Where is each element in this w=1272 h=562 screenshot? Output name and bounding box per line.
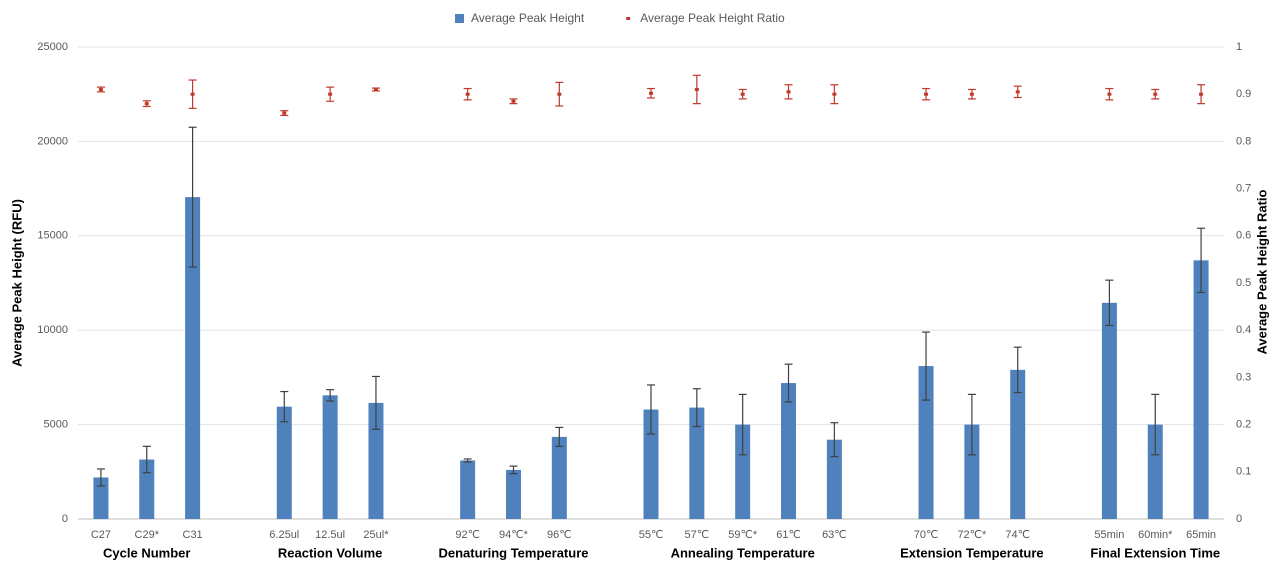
x-tick-label: 57℃ <box>685 529 710 541</box>
y2-tick-label: 0.3 <box>1236 371 1251 383</box>
ratio-point <box>1199 92 1204 96</box>
x-tick-label: 74℃ <box>1005 529 1030 541</box>
ratio-point <box>465 92 470 96</box>
y2-axis-title: Average Peak Height Ratio <box>1254 189 1269 354</box>
bar <box>93 477 109 519</box>
bar <box>1193 260 1209 519</box>
bar <box>322 395 338 519</box>
bar <box>643 409 659 519</box>
bar <box>689 407 705 519</box>
x-tick-label: 12.5ul <box>315 529 345 541</box>
x-tick-label: 60min* <box>1138 529 1173 541</box>
bar <box>781 383 797 519</box>
ratio-point <box>557 92 562 96</box>
ratio-point <box>1015 90 1020 94</box>
bar <box>918 366 934 519</box>
y2-tick-label: 0.1 <box>1236 466 1251 478</box>
x-tick-label: 55℃ <box>639 529 664 541</box>
ratio-point <box>969 92 974 96</box>
ratio-point <box>649 91 653 95</box>
y2-tick-label: 0 <box>1236 513 1242 525</box>
y-axis-title: Average Peak Height (RFU) <box>9 199 24 367</box>
y-tick-label: 15000 <box>37 230 68 242</box>
x-tick-label: 72℃* <box>957 529 987 541</box>
ratio-point <box>328 92 333 96</box>
ratio-point <box>694 87 699 91</box>
x-tick-label: C31 <box>183 529 203 541</box>
ratio-point <box>740 92 745 96</box>
y2-tick-label: 0.9 <box>1236 88 1251 100</box>
bar <box>276 406 292 519</box>
x-tick-label: 61℃ <box>776 529 801 541</box>
y-tick-label: 25000 <box>37 41 68 53</box>
bar <box>1101 302 1117 519</box>
x-tick-label: C29* <box>135 529 160 541</box>
ratio-point <box>190 92 195 96</box>
x-tick-label: 6.25ul <box>269 529 299 541</box>
x-tick-label: 94℃* <box>499 529 529 541</box>
ratio-point <box>511 99 516 103</box>
ratio-point <box>786 90 791 94</box>
y2-tick-label: 0.4 <box>1236 324 1251 336</box>
x-tick-label: 65min <box>1186 529 1216 541</box>
bar <box>505 469 521 519</box>
group-label: Final Extension Time <box>1090 545 1220 560</box>
legend-label: Average Peak Height <box>471 11 585 25</box>
y-tick-label: 0 <box>62 513 68 525</box>
y2-tick-label: 0.2 <box>1236 419 1251 431</box>
legend-swatch <box>455 14 464 23</box>
group-label: Denaturing Temperature <box>438 545 588 560</box>
ratio-point <box>1107 92 1112 96</box>
y-tick-label: 10000 <box>37 324 68 336</box>
y2-tick-label: 0.6 <box>1236 230 1251 242</box>
group-label: Reaction Volume <box>278 545 383 560</box>
ratio-point <box>144 102 149 106</box>
bar <box>139 459 155 519</box>
bar <box>1010 369 1026 519</box>
bar <box>1147 424 1163 519</box>
bar <box>964 424 980 519</box>
y2-tick-label: 0.7 <box>1236 183 1251 195</box>
ratio-point <box>282 111 287 115</box>
ratio-point <box>98 87 103 91</box>
x-tick-label: C27 <box>91 529 111 541</box>
ratio-point <box>924 92 929 96</box>
y-tick-label: 5000 <box>44 419 68 431</box>
ratio-point <box>373 87 378 91</box>
group-label: Extension Temperature <box>900 545 1044 560</box>
group-label: Annealing Temperature <box>671 545 815 560</box>
ratio-point <box>1153 92 1158 96</box>
x-tick-label: 70℃ <box>914 529 939 541</box>
y2-tick-label: 1 <box>1236 41 1242 53</box>
y2-tick-label: 0.8 <box>1236 135 1251 147</box>
x-tick-label: 96℃ <box>547 529 572 541</box>
x-tick-label: 55min <box>1094 529 1124 541</box>
bar <box>551 436 567 519</box>
legend-swatch <box>626 17 631 20</box>
x-tick-label: 63℃ <box>822 529 847 541</box>
ratio-point <box>832 92 837 96</box>
x-tick-label: 25ul* <box>363 529 389 541</box>
bar <box>368 402 384 519</box>
y2-tick-label: 0.5 <box>1236 277 1251 289</box>
x-tick-label: 59℃* <box>728 529 758 541</box>
group-label: Cycle Number <box>103 545 190 560</box>
bar <box>826 439 842 519</box>
bar <box>185 197 201 519</box>
bar <box>460 460 476 519</box>
legend-label: Average Peak Height Ratio <box>640 11 785 25</box>
bar <box>735 424 751 519</box>
y-tick-label: 20000 <box>37 135 68 147</box>
x-tick-label: 92℃ <box>455 529 480 541</box>
